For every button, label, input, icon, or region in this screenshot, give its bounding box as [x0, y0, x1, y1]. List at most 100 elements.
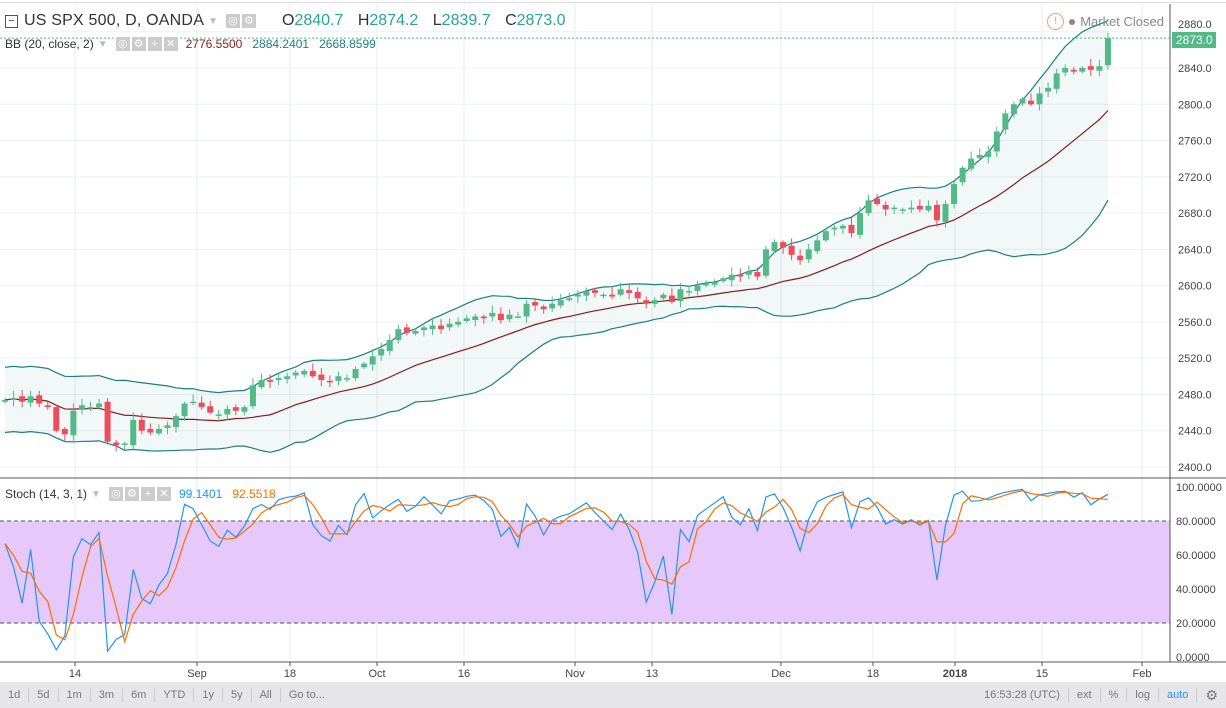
- range-1y[interactable]: 1y: [194, 688, 223, 702]
- candle-body: [908, 207, 915, 210]
- range-all[interactable]: All: [252, 688, 281, 702]
- candle-body: [369, 356, 376, 365]
- last-price-label: 2873.0: [1172, 32, 1216, 48]
- candle-body: [899, 209, 906, 211]
- percent-toggle[interactable]: %: [1101, 688, 1128, 702]
- candle-body: [395, 329, 402, 341]
- gear-icon[interactable]: ⚙: [131, 37, 146, 51]
- candle-body: [10, 398, 17, 400]
- candle-body: [275, 378, 282, 380]
- price-tick: 2600.0: [1178, 281, 1212, 293]
- time-tick: 15: [1036, 668, 1048, 680]
- range-1m[interactable]: 1m: [59, 688, 91, 702]
- eye-icon[interactable]: ◎: [108, 487, 123, 501]
- candle-body: [728, 274, 735, 281]
- log-toggle[interactable]: log: [1127, 688, 1160, 702]
- low-value: 2839.7: [441, 12, 491, 29]
- candle-body: [831, 227, 838, 230]
- eye-icon[interactable]: ◎: [115, 37, 130, 51]
- price-tick: 2400.0: [1178, 462, 1212, 474]
- range-5d[interactable]: 5d: [29, 688, 59, 702]
- candle-body: [155, 428, 162, 434]
- auto-toggle[interactable]: auto: [1159, 688, 1198, 702]
- status-dot-icon: [1069, 18, 1076, 25]
- candle-body: [361, 363, 368, 368]
- chevron-down-icon[interactable]: ▼: [208, 15, 218, 27]
- candle-body: [215, 414, 222, 416]
- candle-body: [1096, 66, 1103, 71]
- price-tick: 2640.0: [1178, 244, 1212, 256]
- candle-body: [540, 306, 547, 310]
- candle-body: [249, 385, 256, 407]
- candle-body: [27, 396, 34, 403]
- bb-basis-value: 2776.5500: [185, 37, 243, 51]
- close-icon[interactable]: ✕: [156, 487, 171, 501]
- gear-icon[interactable]: ⚙: [124, 487, 139, 501]
- range-ytd[interactable]: YTD: [155, 688, 195, 702]
- close-value: 2873.0: [516, 12, 566, 29]
- candle-body: [130, 419, 137, 446]
- candle-body: [891, 207, 898, 210]
- chevron-down-icon[interactable]: ▼: [97, 38, 108, 50]
- candle-body: [164, 425, 171, 428]
- goto-button[interactable]: Go to...: [288, 689, 325, 701]
- candle-body: [489, 312, 496, 317]
- candle-body: [591, 290, 598, 293]
- candle-body: [352, 369, 359, 379]
- price-tick: 2440.0: [1178, 426, 1212, 438]
- low-label: L: [432, 12, 442, 29]
- ohlc-values: O2840.7 H2874.2 L2839.7 C2873.0: [272, 12, 566, 30]
- candle-body: [78, 405, 85, 410]
- range-3m[interactable]: 3m: [91, 688, 124, 702]
- ext-toggle[interactable]: ext: [1069, 688, 1101, 702]
- settings-gear-icon[interactable]: ⚙: [1205, 687, 1218, 703]
- symbol-title[interactable]: US SPX 500, D, OANDA: [24, 12, 205, 29]
- candle-body: [925, 205, 932, 211]
- close-icon[interactable]: ✕: [163, 37, 178, 51]
- plus-icon[interactable]: +: [140, 487, 155, 501]
- candle-body: [933, 204, 940, 221]
- stoch-label[interactable]: Stoch (14, 3, 1): [5, 487, 88, 501]
- collapse-icon[interactable]: −: [5, 14, 18, 28]
- time-tick: 2018: [943, 668, 967, 680]
- warning-icon[interactable]: !: [1047, 13, 1065, 30]
- time-tick: Nov: [565, 668, 585, 680]
- candle-body: [241, 407, 248, 412]
- plus-icon[interactable]: +: [147, 37, 162, 51]
- bb-label[interactable]: BB (20, close, 2): [5, 37, 94, 51]
- clock[interactable]: 16:53:28 (UTC): [976, 688, 1069, 702]
- candle-body: [745, 271, 752, 275]
- high-value: 2874.2: [369, 12, 419, 29]
- candle-body: [1087, 66, 1094, 70]
- gear-icon[interactable]: ⚙: [241, 14, 256, 28]
- candle-body: [326, 380, 333, 383]
- range-5y[interactable]: 5y: [223, 688, 252, 702]
- time-tick: 18: [284, 668, 296, 680]
- chevron-down-icon[interactable]: ▼: [91, 488, 101, 500]
- candle-body: [651, 300, 658, 304]
- candle-body: [36, 395, 43, 404]
- candle-body: [19, 396, 26, 402]
- candle-body: [96, 403, 103, 408]
- eye-icon[interactable]: ◎: [225, 14, 240, 28]
- candle-body: [446, 323, 453, 328]
- candle-body: [916, 205, 923, 210]
- candle-body: [805, 249, 812, 260]
- time-tick: 18: [867, 668, 879, 680]
- candle-body: [1053, 73, 1060, 89]
- bb-lower-value: 2668.8599: [319, 37, 376, 51]
- candle-body: [138, 419, 145, 431]
- range-1d[interactable]: 1d: [0, 688, 30, 702]
- candle-body: [814, 240, 821, 252]
- candle-body: [703, 283, 710, 286]
- candle-body: [942, 204, 949, 223]
- candle-body: [1002, 113, 1009, 130]
- candle-body: [1010, 104, 1017, 115]
- candle-body: [61, 428, 68, 435]
- bb-basis-line: [4, 110, 1109, 422]
- bb-fill: [5, 20, 1108, 453]
- candle-body: [643, 300, 650, 304]
- chart-canvas[interactable]: 2400.0 2440.0 2480.0 2520.0 2560.0 2600.0 2640…: [0, 0, 1226, 682]
- range-6m[interactable]: 6m: [123, 688, 156, 702]
- stoch-tick: 100.0000: [1176, 482, 1222, 494]
